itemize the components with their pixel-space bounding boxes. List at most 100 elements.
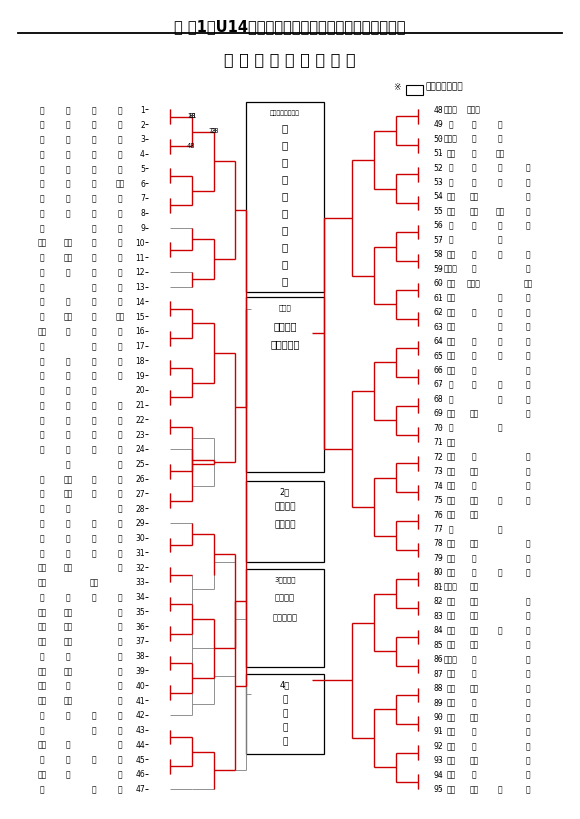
Text: 方: 方	[525, 452, 530, 461]
Text: 谷: 谷	[66, 592, 70, 601]
Text: 伏: 伏	[66, 356, 70, 365]
Text: 草加: 草加	[37, 577, 46, 586]
Text: 蓮田: 蓮田	[447, 495, 456, 505]
Text: 部: 部	[92, 135, 96, 144]
Text: 日部: 日部	[63, 474, 72, 483]
Text: 根: 根	[118, 636, 122, 645]
Text: 東: 東	[118, 725, 122, 734]
Text: 羽: 羽	[39, 651, 44, 660]
Text: 草加: 草加	[447, 554, 456, 563]
Text: 柳: 柳	[118, 400, 122, 410]
Text: 準優勝: 準優勝	[278, 305, 291, 311]
Text: 久喜: 久喜	[37, 622, 46, 631]
Text: 立: 立	[472, 163, 476, 172]
Text: 14: 14	[135, 297, 145, 306]
Text: 越谷: 越谷	[37, 740, 46, 749]
Text: 行田: 行田	[447, 351, 456, 360]
Text: 彦: 彦	[498, 221, 502, 230]
Text: 前: 前	[472, 250, 476, 259]
Text: 茜: 茜	[498, 178, 502, 187]
Text: 61: 61	[433, 293, 443, 302]
Text: 69: 69	[433, 409, 443, 418]
Text: 70: 70	[433, 423, 443, 432]
Text: 郷: 郷	[472, 221, 476, 230]
Text: 9: 9	[140, 224, 145, 233]
Text: 大: 大	[92, 430, 96, 439]
Text: 18: 18	[187, 113, 195, 119]
Text: 大利: 大利	[63, 636, 72, 645]
Text: 2: 2	[140, 120, 145, 129]
Text: 西: 西	[118, 651, 122, 660]
Text: 28: 28	[211, 128, 219, 133]
Text: 光陽: 光陽	[469, 683, 478, 692]
Text: 80: 80	[433, 568, 443, 577]
Text: 部: 部	[282, 156, 288, 167]
Text: 東: 東	[472, 337, 476, 346]
Text: 春日部: 春日部	[467, 106, 481, 115]
Text: 羽生: 羽生	[447, 337, 456, 346]
Text: 45: 45	[135, 754, 145, 763]
Text: 春: 春	[39, 179, 44, 188]
Bar	[246, 103, 324, 292]
Text: 74: 74	[433, 481, 443, 490]
Text: 栗: 栗	[498, 308, 502, 317]
Text: 光: 光	[472, 669, 476, 678]
Text: 春日部: 春日部	[444, 106, 458, 115]
Text: 田: 田	[118, 754, 122, 763]
Text: 東: 東	[525, 192, 530, 201]
Text: 郷: 郷	[66, 415, 70, 424]
Text: 瑞: 瑞	[92, 120, 96, 129]
Text: 西: 西	[498, 120, 502, 129]
Text: 49: 49	[433, 120, 443, 129]
Text: 台: 台	[525, 640, 530, 649]
Text: 手: 手	[449, 380, 454, 389]
Text: 松伏町立: 松伏町立	[273, 320, 297, 331]
Text: 吉川: 吉川	[447, 712, 456, 721]
Text: 松伏中学校: 松伏中学校	[270, 338, 300, 349]
Text: 2位: 2位	[280, 487, 290, 495]
Text: 春: 春	[39, 312, 44, 321]
Text: 89: 89	[433, 698, 443, 707]
Bar	[246, 482, 324, 563]
Text: 56: 56	[433, 221, 443, 230]
Text: 蓮: 蓮	[39, 253, 44, 262]
Text: 加須: 加須	[37, 666, 46, 675]
Text: 53: 53	[433, 178, 443, 187]
Text: 《 中 学 校 女 子 の 部 》: 《 中 学 校 女 子 の 部 》	[224, 52, 356, 67]
Text: 行: 行	[92, 754, 96, 763]
Text: 橋: 橋	[92, 489, 96, 498]
Text: 行: 行	[39, 224, 44, 233]
Text: 柳: 柳	[118, 681, 122, 690]
Text: 崎: 崎	[118, 194, 122, 203]
Text: 里: 里	[118, 474, 122, 483]
Text: 青: 青	[66, 681, 70, 690]
Text: 松: 松	[39, 356, 44, 365]
Text: 私立: 私立	[447, 279, 456, 287]
Text: 57: 57	[433, 236, 443, 245]
Text: 越: 越	[39, 209, 44, 218]
Text: 久: 久	[39, 268, 44, 277]
Text: 生: 生	[66, 651, 70, 660]
Text: 彦成: 彦成	[469, 510, 478, 519]
Text: 久喜: 久喜	[469, 755, 478, 764]
Text: 越谷: 越谷	[447, 206, 456, 215]
Text: 85: 85	[433, 640, 443, 649]
Text: 平: 平	[498, 626, 502, 635]
Text: 吉: 吉	[449, 236, 454, 245]
Text: 59: 59	[433, 265, 443, 274]
Text: 宮代: 宮代	[447, 250, 456, 259]
Text: 77: 77	[433, 524, 443, 533]
Text: 玉: 玉	[118, 238, 122, 247]
Text: 南: 南	[525, 481, 530, 490]
Text: 白: 白	[498, 380, 502, 389]
Text: 66: 66	[433, 365, 443, 374]
Text: 杉: 杉	[92, 710, 96, 719]
Text: 蓮: 蓮	[39, 371, 44, 380]
Text: 士: 士	[118, 445, 122, 454]
Text: 行田: 行田	[447, 741, 456, 750]
Text: 太: 太	[498, 568, 502, 577]
Text: 中: 中	[282, 242, 288, 251]
Text: 三: 三	[39, 120, 44, 129]
Text: 中央: 中央	[469, 712, 478, 721]
Text: 田: 田	[118, 327, 122, 336]
